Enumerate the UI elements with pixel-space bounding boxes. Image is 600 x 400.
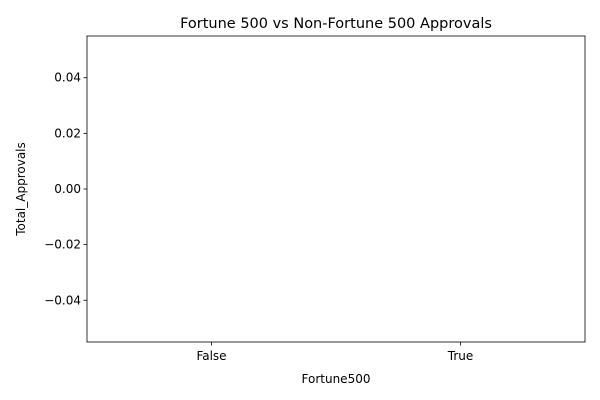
y-axis-label: Total_Approvals <box>14 142 28 237</box>
x-tick-label: True <box>447 349 474 363</box>
chart-title: Fortune 500 vs Non-Fortune 500 Approvals <box>180 16 492 32</box>
y-tick-label: −0.04 <box>44 293 81 307</box>
x-axis-label: Fortune500 <box>302 372 371 386</box>
y-tick-label: −0.02 <box>44 238 81 252</box>
x-tick-label: False <box>196 349 226 363</box>
y-tick-label: 0.04 <box>54 71 81 85</box>
y-axis: 0.04 0.02 0.00 −0.02 −0.04 <box>44 71 87 307</box>
x-axis: False True <box>196 342 473 363</box>
y-tick-label: 0.02 <box>54 126 81 140</box>
plot-frame <box>86 35 586 343</box>
y-tick-label: 0.00 <box>54 182 81 196</box>
plot-area <box>86 35 586 343</box>
